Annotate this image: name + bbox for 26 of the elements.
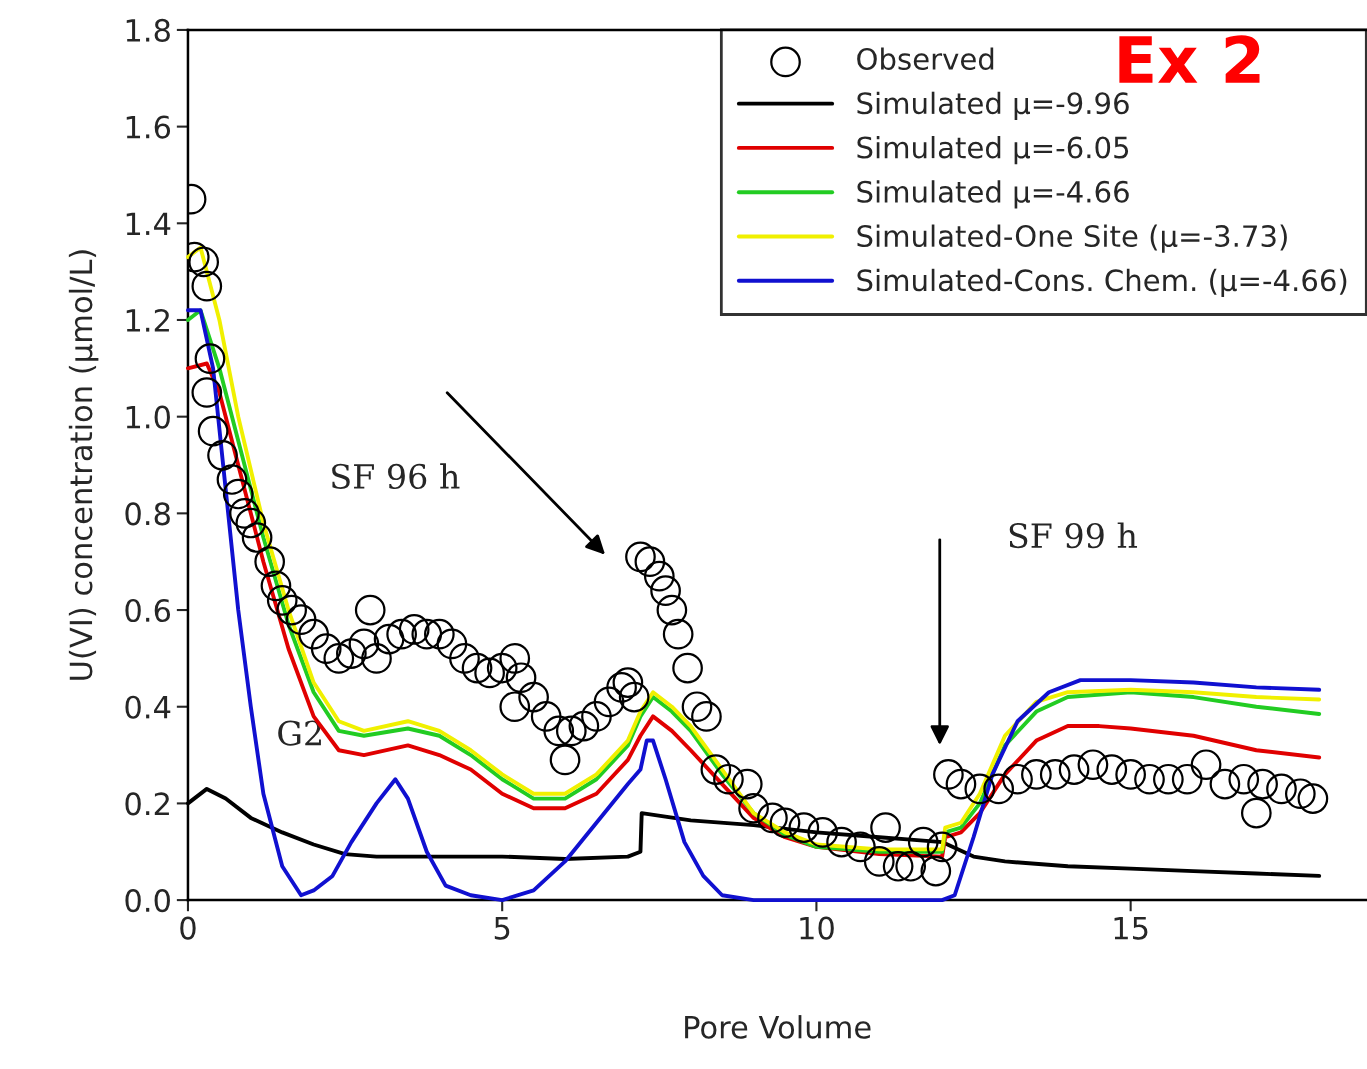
annotation: SF 99 h xyxy=(1009,522,1138,549)
y-tick-label: 0.2 xyxy=(125,792,169,816)
y-tick-label: 0.0 xyxy=(125,889,170,913)
annotation: SF 96 h xyxy=(332,463,460,490)
legend-label: Simulated μ=-4.66 xyxy=(857,180,1129,209)
legend-label: Simulated μ=-6.05 xyxy=(857,135,1129,165)
x-axis-title: Pore Volume xyxy=(685,1015,871,1039)
x-tick-label: 15 xyxy=(1114,917,1148,940)
x-tick-label: 5 xyxy=(494,917,510,940)
x-tick-label: 0 xyxy=(180,916,196,940)
y-tick-label: 1.8 xyxy=(126,18,170,42)
legend-label: Simulated μ=-9.96 xyxy=(857,91,1129,120)
y-tick-label: 1.6 xyxy=(126,115,171,139)
y-tick-label: 1.2 xyxy=(126,308,169,332)
annotation: G2 xyxy=(278,720,321,746)
annotation: Ex 2 xyxy=(1119,35,1260,83)
y-tick-label: 0.4 xyxy=(125,695,171,719)
y-tick-label: 0.8 xyxy=(125,502,170,526)
x-tick-label: 10 xyxy=(800,916,834,940)
legend-label: Simulated-One Site (μ=-3.73) xyxy=(857,224,1287,253)
legend-label: Observed xyxy=(857,47,994,71)
y-tick-label: 1.0 xyxy=(126,405,170,429)
y-axis-title: U(VI) concentration (μmol/L) xyxy=(68,250,99,680)
y-tick-label: 1.4 xyxy=(126,212,171,235)
y-tick-label: 0.6 xyxy=(125,598,171,623)
legend-label: Simulated-Cons. Chem. (μ=-4.66) xyxy=(857,268,1347,298)
